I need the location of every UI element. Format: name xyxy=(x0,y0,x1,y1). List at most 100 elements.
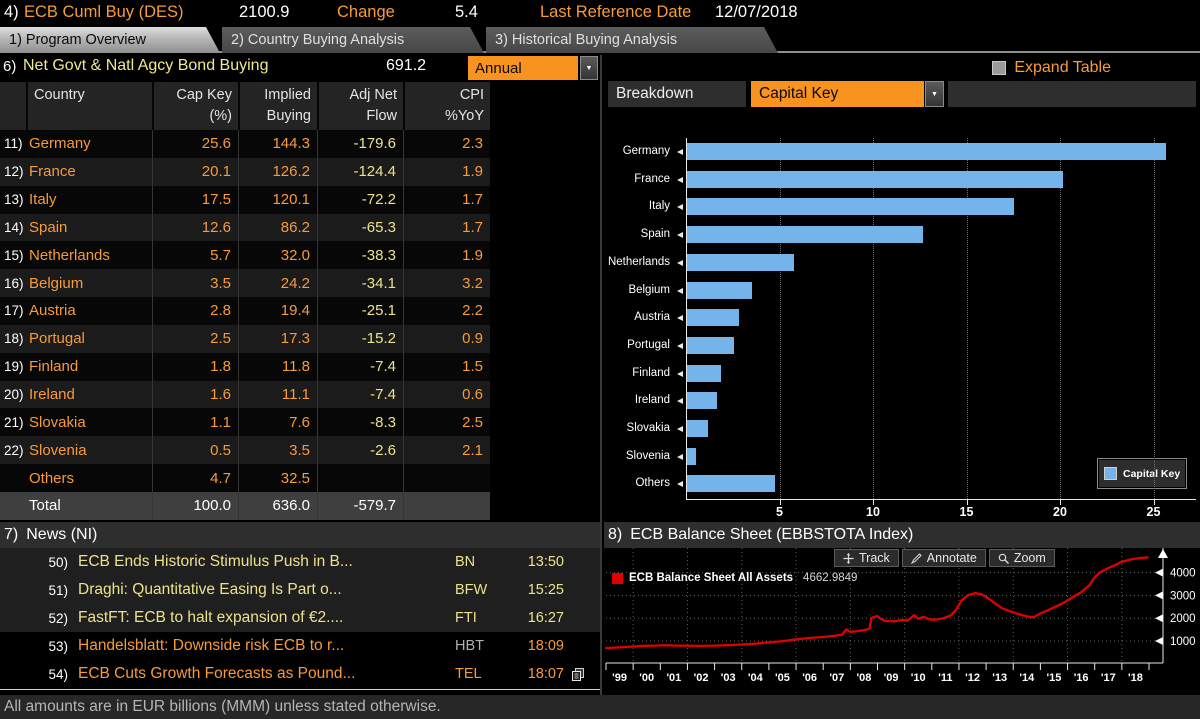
expand-table-label[interactable]: Expand Table xyxy=(1014,59,1111,76)
breakdown-label: Breakdown xyxy=(608,81,746,107)
table-row[interactable]: 14) Spain 12.6 86.2 -65.3 1.7 xyxy=(0,213,490,242)
capital-key-bar[interactable] xyxy=(687,336,734,354)
news-header: 7) News (NI) xyxy=(0,522,600,548)
country-cell: Netherlands xyxy=(29,246,110,264)
breakdown-dropdown-arrow-icon[interactable]: ▼ xyxy=(925,81,944,107)
x-axis-year-label: '05 xyxy=(775,672,790,684)
news-item[interactable]: 54) ECB Cuts Growth Forecasts as Pound...… xyxy=(0,660,600,688)
capital-key-bar[interactable] xyxy=(687,281,753,299)
function-number[interactable]: 4) xyxy=(4,3,19,21)
row-number: 12) xyxy=(4,164,24,180)
row-number: 19) xyxy=(4,359,24,375)
x-axis-tick-label: 10 xyxy=(866,505,880,519)
country-cell: Slovenia xyxy=(29,441,87,459)
adj-net-flow-cell: -7.4 xyxy=(317,352,403,381)
implied-buying-cell: 11.1 xyxy=(238,380,317,409)
y-axis-tick-icon xyxy=(1155,637,1163,645)
column-header-num xyxy=(0,82,26,130)
adj-net-flow-cell: -7.4 xyxy=(317,380,403,409)
capital-key-bar[interactable] xyxy=(687,475,775,493)
country-cell: France xyxy=(29,163,76,181)
ecb-line-chart: '99 '00 '01 '02 '03 '04 '05 '06 '07 '08 '09 '10 '11 '… xyxy=(604,548,1196,684)
table-row[interactable]: Others 4.7 32.5 xyxy=(0,464,490,492)
bar-category-label: Finland xyxy=(632,366,670,379)
news-item[interactable]: 51) Draghi: Quantitative Easing Is Part o… xyxy=(0,576,600,604)
period-dropdown-arrow-icon[interactable]: ▼ xyxy=(580,56,598,80)
capital-key-bar[interactable] xyxy=(687,364,721,382)
row-number: 14) xyxy=(4,219,24,235)
country-cell: Belgium xyxy=(29,274,84,292)
header-line2: Buying xyxy=(266,108,311,124)
x-axis-year-label: '12 xyxy=(965,672,980,684)
expand-table-checkbox[interactable] xyxy=(992,61,1007,75)
news-item[interactable]: 53) Handelsblatt: Downside risk ECB to r.… xyxy=(0,632,600,660)
table-row[interactable]: 15) Netherlands 5.7 32.0 -38.3 1.9 xyxy=(0,241,490,270)
tab-country-buying-analysis[interactable]: 2) Country Buying Analysis xyxy=(222,27,484,53)
capital-key-bar[interactable] xyxy=(687,253,794,271)
table-row[interactable]: 11) Germany 25.6 144.3 -179.6 2.3 xyxy=(0,130,490,158)
zoom-button-label: Zoom xyxy=(1013,551,1046,565)
capital-key-bar[interactable] xyxy=(687,309,740,327)
category-tick-icon xyxy=(677,426,683,432)
news-time: 16:27 xyxy=(527,610,564,626)
table-row[interactable]: 17) Austria 2.8 19.4 -25.1 2.2 xyxy=(0,297,490,325)
function-title[interactable]: ECB Cuml Buy (DES) xyxy=(24,3,184,21)
row-number: 20) xyxy=(4,387,24,403)
capital-key-bar[interactable] xyxy=(687,392,717,410)
cap-key-cell: 4.7 xyxy=(152,464,238,492)
cap-key-cell: 5.7 xyxy=(152,241,238,270)
capital-key-bar[interactable] xyxy=(687,226,923,244)
table-row[interactable]: 13) Italy 17.5 120.1 -72.2 1.7 xyxy=(0,185,490,214)
table-row[interactable]: 21) Slovakia 1.1 7.6 -8.3 2.5 xyxy=(0,408,490,437)
period-dropdown[interactable]: Annual xyxy=(468,56,578,80)
ecb-panel-title: ECB Balance Sheet (EBBSTOTA Index) xyxy=(630,526,914,543)
bar-chart-gridline xyxy=(1153,138,1155,499)
capital-key-bar[interactable] xyxy=(687,447,697,465)
bar-chart-y-axis xyxy=(686,138,687,499)
table-row[interactable]: 12) France 20.1 126.2 -124.4 1.9 xyxy=(0,157,490,186)
tab-program-overview[interactable]: 1) Program Overview xyxy=(0,27,220,53)
news-item[interactable]: 52) FastFT: ECB to halt expansion of €2..… xyxy=(0,604,600,632)
breakdown-dropdown[interactable]: Capital Key xyxy=(751,81,924,107)
news-headline: Handelsblatt: Downside risk ECB to r... xyxy=(78,637,345,654)
table-row[interactable]: 19) Finland 1.8 11.8 -7.4 1.5 xyxy=(0,352,490,381)
cpi-yoy-cell xyxy=(403,464,490,492)
bar-category-label: Others xyxy=(635,477,670,490)
last-reference-date-value: 12/07/2018 xyxy=(715,3,798,21)
table-row[interactable]: 22) Slovenia 0.5 3.5 -2.6 2.1 xyxy=(0,436,490,465)
zoom-button[interactable]: Zoom xyxy=(988,549,1055,567)
category-tick-icon xyxy=(677,204,683,211)
table-row-total[interactable]: Total 100.0 636.0 -579.7 xyxy=(0,491,490,520)
news-item-number: 53) xyxy=(48,638,68,654)
news-source: HBT xyxy=(455,638,484,654)
cap-key-cell: 1.6 xyxy=(152,380,238,409)
y-axis-tick-icon xyxy=(1155,614,1163,623)
capital-key-bar[interactable] xyxy=(687,143,1166,160)
news-item[interactable]: 50) ECB Ends Historic Stimulus Push in B.… xyxy=(0,548,600,576)
footer-note: All amounts are in EUR billions (MMM) un… xyxy=(4,698,441,715)
tab-historical-buying-analysis[interactable]: 3) Historical Buying Analysis xyxy=(486,27,778,53)
table-row[interactable]: 18) Portugal 2.5 17.3 -15.2 0.9 xyxy=(0,324,490,353)
cap-key-cell: 25.6 xyxy=(152,130,238,158)
adj-net-flow-cell: -124.4 xyxy=(317,157,403,186)
bar-chart-gridline xyxy=(1060,138,1061,499)
table-row[interactable]: 16) Belgium 3.5 24.2 -34.1 3.2 xyxy=(0,269,490,298)
cap-key-cell: 17.5 xyxy=(152,185,238,214)
annotate-button-label: Annotate xyxy=(926,551,977,565)
ecb-chart-area: '99 '00 '01 '02 '03 '04 '05 '06 '07 '08 '09 '10 '11 '… xyxy=(604,548,1200,695)
capital-key-bar[interactable] xyxy=(687,420,708,437)
capital-key-bar[interactable] xyxy=(687,198,1015,216)
header-line1: Implied xyxy=(264,87,311,103)
status-footer: All amounts are in EUR billions (MMM) un… xyxy=(0,695,1200,719)
bond-buying-header: 6) Net Govt & Natl Agcy Bond Buying 691.… xyxy=(0,55,602,82)
track-button[interactable]: Track xyxy=(834,549,899,567)
annotate-button[interactable]: Annotate xyxy=(901,549,986,567)
x-axis-tick xyxy=(966,500,968,505)
table-row[interactable]: 20) Ireland 1.6 11.1 -7.4 0.6 xyxy=(0,380,490,409)
adj-net-flow-cell: -34.1 xyxy=(317,269,403,298)
x-axis-tick xyxy=(873,500,874,505)
implied-buying-cell: 19.4 xyxy=(238,297,317,325)
column-header-imp: Implied Buying xyxy=(238,82,317,130)
capital-key-bar[interactable] xyxy=(687,170,1063,188)
